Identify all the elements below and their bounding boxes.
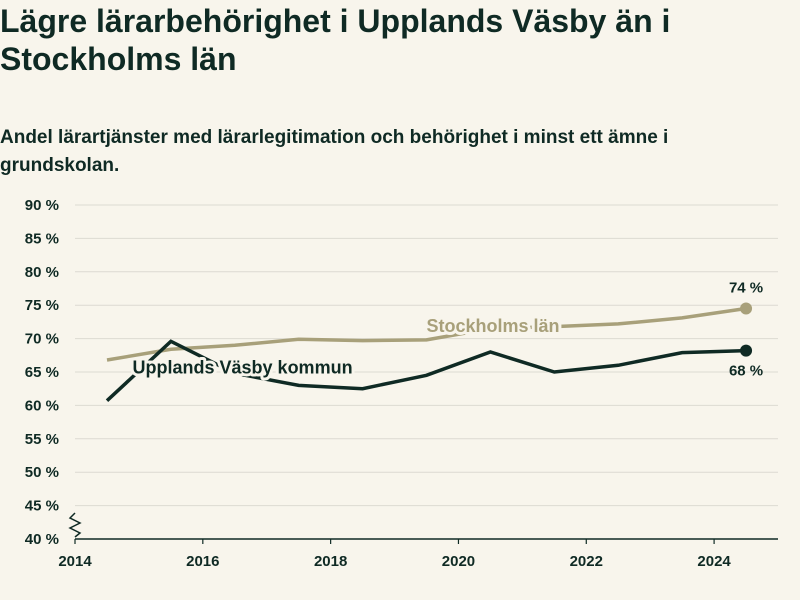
y-tick-label: 40 % [25, 531, 59, 548]
x-tick-label: 2020 [442, 553, 475, 570]
x-tick-label: 2016 [186, 553, 219, 570]
series-line-stockholms-lan [106, 306, 747, 362]
series-line-upplands-vasby [105, 339, 747, 402]
y-tick-label: 90 % [25, 197, 59, 214]
x-tick-label: 2022 [570, 553, 603, 570]
y-axis-break-icon [68, 512, 82, 538]
chart-title: Lägre lärarbehörighet i Upplands Väsby ä… [0, 3, 671, 77]
x-tick-label: 2018 [314, 553, 347, 570]
end-value-label-stockholms-lan: 74 % [729, 280, 763, 297]
x-tick-label: 2014 [58, 553, 92, 570]
series-label-stockholms-lan: Stockholms län [427, 316, 560, 336]
y-tick-label: 85 % [25, 230, 59, 247]
y-tick-label: 65 % [25, 364, 59, 381]
y-tick-label: 45 % [25, 498, 59, 515]
y-tick-label: 55 % [25, 431, 59, 448]
y-tick-label: 50 % [25, 464, 59, 481]
y-tick-label: 80 % [25, 264, 59, 281]
y-tick-label: 75 % [25, 297, 59, 314]
x-tick-label: 2024 [697, 553, 731, 570]
end-point-stockholms-lan [740, 302, 753, 315]
series-label-upplands-vasby: Upplands Väsby kommun [133, 357, 353, 377]
chart-subtitle: Andel lärartjänster med lärarlegitimatio… [0, 127, 669, 176]
end-value-label-upplands-vasby: 68 % [729, 363, 763, 380]
y-tick-label: 70 % [25, 331, 59, 348]
end-point-upplands-vasby [740, 344, 753, 357]
y-tick-label: 60 % [25, 397, 59, 414]
